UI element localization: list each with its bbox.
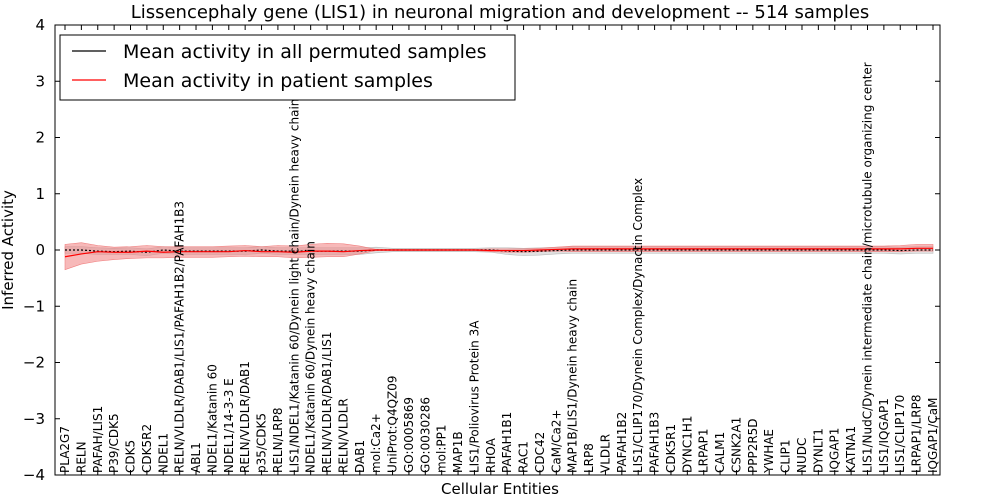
x-tick-label: RELN/LRP8 <box>271 407 285 473</box>
x-tick-label: GO:0005869 <box>402 397 416 473</box>
x-axis-label: Cellular Entities <box>441 480 559 498</box>
x-tick-label: LRPAP1 <box>697 428 711 473</box>
y-tick-label: −3 <box>23 410 45 428</box>
x-tick-label: IQGAP1 <box>828 428 842 473</box>
x-tick-label: PPP2R5D <box>746 418 760 473</box>
x-tick-label: RHOA <box>484 437 498 473</box>
x-tick-label: NDEL1/14-3-3 E <box>222 378 236 473</box>
legend-label-permuted: Mean activity in all permuted samples <box>123 41 486 63</box>
x-tick-label: DYNLT1 <box>811 428 825 473</box>
patient-mean-line <box>64 247 933 258</box>
chart-title: Lissencephaly gene (LIS1) in neuronal mi… <box>131 2 870 23</box>
x-tick-label: RELN/VLDLR/DAB1 <box>238 361 252 473</box>
y-tick-label: 0 <box>35 241 45 259</box>
patient-band <box>64 242 934 271</box>
x-tick-label: ABL1 <box>189 442 203 473</box>
confidence-bands <box>64 242 934 271</box>
x-tick-label: LRPAP1/LRP8 <box>910 394 924 473</box>
x-tick-label: p35/CDK5 <box>255 413 269 473</box>
x-tick-label: LIS1/CLIP170 <box>893 395 907 473</box>
y-tick-label: 3 <box>35 72 45 90</box>
legend-box <box>59 34 516 101</box>
x-tick-label: LIS1/Poliovirus Protein 3A <box>467 320 481 473</box>
x-tick-label: CDC42 <box>533 432 547 473</box>
y-tick-label: 4 <box>35 16 45 34</box>
legend-label-patient: Mean activity in patient samples <box>123 70 433 92</box>
x-tick-label: CSNK2A1 <box>729 417 743 473</box>
x-tick-label: PLA2G7 <box>58 426 72 473</box>
x-tick-label: GO:0030286 <box>418 397 432 473</box>
x-tick-label: mol:Ca2+ <box>369 413 383 473</box>
x-tick-label: LRP8 <box>582 443 596 473</box>
y-axis-label: Inferred Activity <box>0 190 17 310</box>
x-tick-label: NUDC <box>795 438 809 473</box>
x-tick-label: NDEL1/Katanin 60/Dynein heavy chain <box>304 241 318 473</box>
x-tick-label: VLDLR <box>598 434 612 473</box>
x-tick-label: CDK5R1 <box>664 424 678 473</box>
x-tick-label: CDK5R2 <box>140 424 154 473</box>
x-tick-label: PAFAH/LIS1 <box>91 406 105 473</box>
x-tick-label: DAB1 <box>353 440 367 473</box>
y-tick-label: −2 <box>23 354 45 372</box>
series-lines <box>64 247 933 258</box>
x-tick-label: LIS1/NudC/Dynein intermediate chain/micr… <box>860 62 874 473</box>
x-tick-label: RELN/VLDLR <box>336 398 350 473</box>
x-tick-label: MAP1B/LIS1/Dynein heavy chain <box>566 279 580 473</box>
x-tick-label: LIS1/NDEL1/Katanin 60/Dynein light chain… <box>287 99 301 473</box>
x-tick-label: CALM1 <box>713 432 727 473</box>
x-tick-label: MAP1B <box>451 431 465 473</box>
x-tick-label: RELN/VLDLR/DAB1/LIS1/PAFAH1B2/PAFAH1B3 <box>173 201 187 473</box>
x-tick-label: P39/CDK5 <box>107 413 121 473</box>
x-tick-label: CaM/Ca2+ <box>549 409 563 473</box>
x-tick-label: PAFAH1B1 <box>500 412 514 473</box>
y-tick-label: 1 <box>35 185 45 203</box>
x-tick-label: UniProt:Q4QZ09 <box>386 375 400 473</box>
x-tick-label: PAFAH1B3 <box>648 412 662 473</box>
x-tick-label: CLIP1 <box>779 440 793 473</box>
x-tick-label: NDEL1/Katanin 60 <box>205 364 219 473</box>
x-tick-label: NDEL1 <box>156 433 170 473</box>
y-tick-label: −4 <box>23 466 45 484</box>
legend: Mean activity in all permuted samples Me… <box>59 34 516 101</box>
x-tick-label: RELN/VLDLR/DAB1/LIS1 <box>320 332 334 473</box>
x-tick-label: RAC1 <box>517 441 531 473</box>
y-tick-label: −1 <box>23 297 45 315</box>
x-tick-label: RELN <box>74 441 88 473</box>
x-axis-ticks: PLA2G7 RELN PAFAH/LIS1 P39/CDK5 CDK5 CDK5R2 ND… <box>58 25 940 475</box>
x-tick-label: CDK5 <box>124 440 138 473</box>
x-tick-label: LIS1/CLIP170/Dynein Complex/Dynactin Com… <box>631 178 645 473</box>
y-tick-label: 2 <box>35 129 45 147</box>
x-tick-label: PAFAH1B2 <box>615 412 629 473</box>
x-tick-label: IQGAP1/CaM <box>926 398 940 474</box>
x-tick-label: DYNC1H1 <box>680 415 694 473</box>
x-tick-label: mol:PP1 <box>435 424 449 473</box>
x-tick-label: KATNA1 <box>844 426 858 473</box>
x-tick-label: YWHAE <box>762 429 776 474</box>
x-tick-label: LIS1/IQGAP1 <box>877 398 891 473</box>
y-axis-ticks: −4 −3 −2 −1 0 1 2 3 4 <box>23 16 940 484</box>
